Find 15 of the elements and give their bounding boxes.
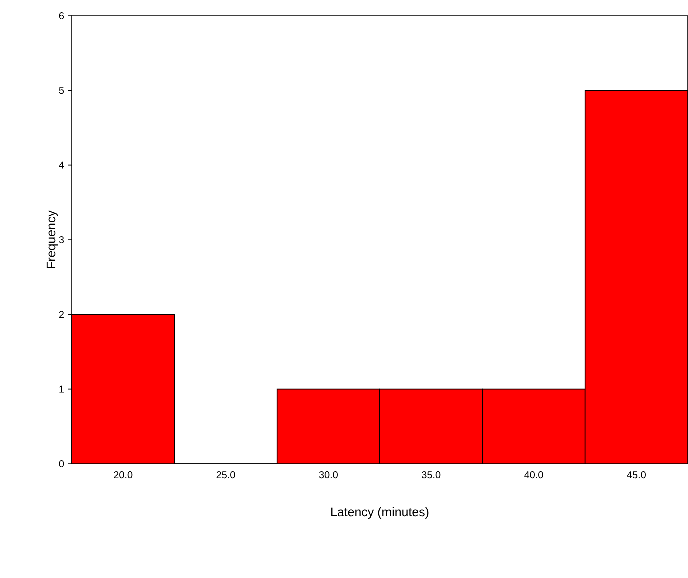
- y-tick-label: 5: [59, 87, 64, 94]
- y-tick-label: 4: [59, 162, 64, 169]
- y-tick-label: 2: [59, 311, 64, 318]
- x-tick-label: 20.0: [114, 472, 133, 479]
- y-tick-label: 0: [59, 460, 64, 468]
- x-tick-label: 45.0: [627, 472, 646, 479]
- x-tick-label: 40.0: [524, 472, 544, 479]
- y-tick-label: 1: [60, 386, 64, 393]
- x-tick-label: 30.0: [319, 472, 338, 479]
- x-tick-label: 35.0: [422, 472, 441, 479]
- x-tick-label: 25.0: [216, 472, 236, 479]
- x-axis-title: Latency (minutes): [332, 507, 429, 520]
- y-axis-title: Frequency: [46, 210, 58, 268]
- y-tick-label: 3: [59, 236, 64, 244]
- y-tick-label: 6: [59, 12, 64, 20]
